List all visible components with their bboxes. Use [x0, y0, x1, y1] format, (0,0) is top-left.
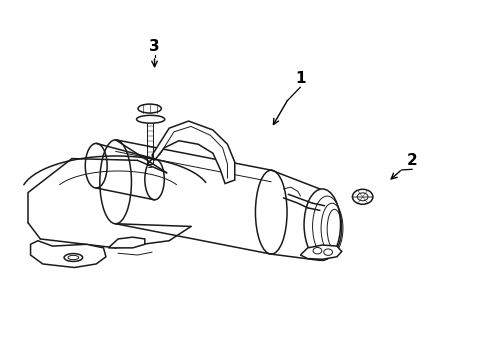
Text: 1: 1 [295, 71, 305, 86]
Polygon shape [152, 121, 234, 184]
Text: 2: 2 [406, 153, 417, 168]
Polygon shape [108, 237, 144, 248]
Polygon shape [300, 245, 341, 259]
Text: 3: 3 [149, 39, 160, 54]
Polygon shape [30, 241, 106, 267]
